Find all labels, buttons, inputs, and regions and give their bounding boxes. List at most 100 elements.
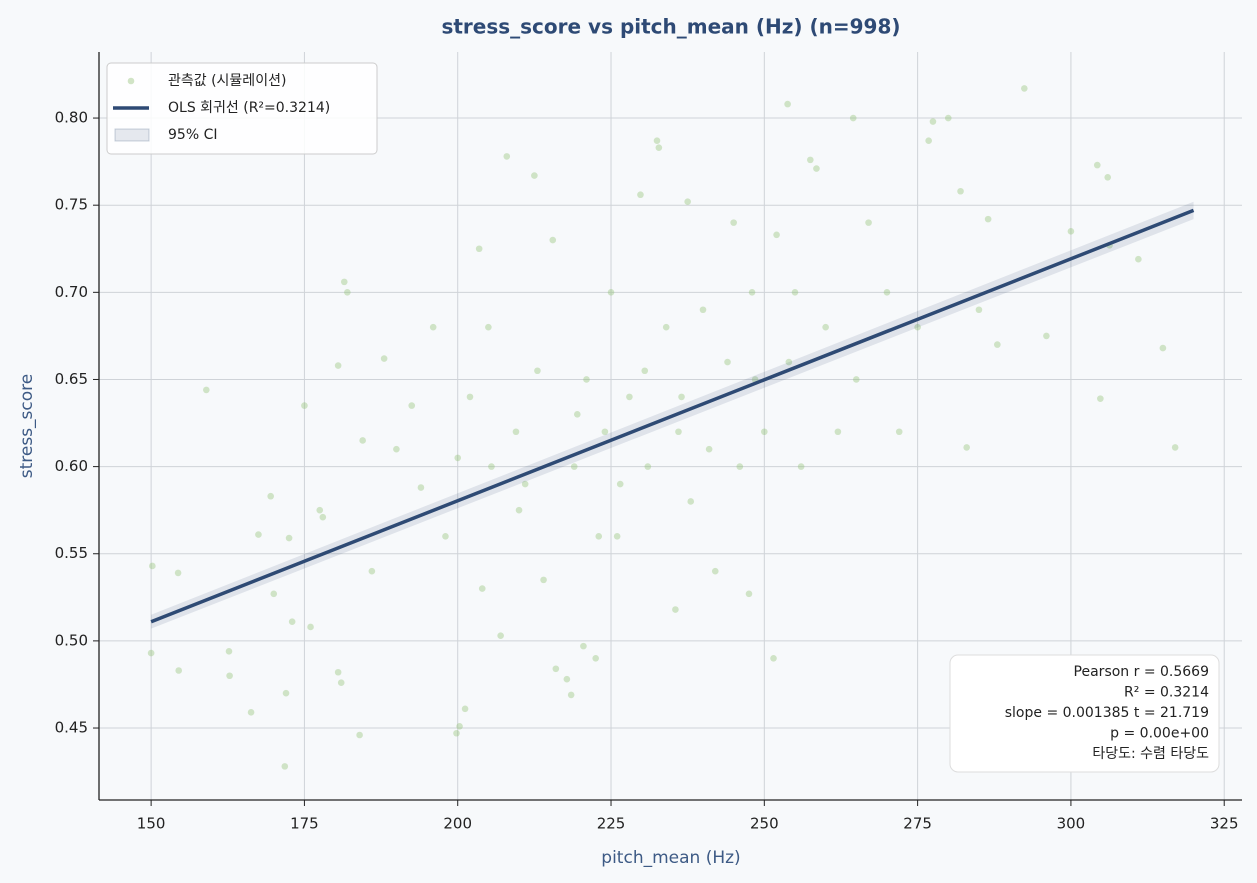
- x-tick-label: 175: [290, 815, 319, 833]
- point: [607, 289, 615, 296]
- point: [687, 498, 695, 505]
- point: [552, 665, 560, 673]
- x-tick-label: 325: [1210, 815, 1239, 833]
- point: [773, 231, 780, 239]
- point: [368, 567, 376, 575]
- point: [883, 289, 891, 296]
- stats-line: Pearson r = 0.5669: [1074, 664, 1209, 680]
- point: [1171, 444, 1179, 451]
- point: [316, 506, 324, 514]
- point: [408, 402, 416, 409]
- point: [512, 428, 520, 436]
- point: [785, 358, 793, 366]
- point: [807, 156, 814, 164]
- point: [247, 709, 255, 716]
- point: [531, 172, 538, 179]
- point: [834, 428, 842, 436]
- point: [429, 323, 437, 331]
- point: [475, 245, 483, 253]
- point: [563, 675, 571, 683]
- point: [285, 534, 293, 542]
- point: [791, 289, 799, 296]
- point: [748, 289, 756, 296]
- x-tick-label: 200: [443, 815, 472, 833]
- point: [711, 567, 719, 575]
- point: [417, 484, 425, 491]
- point: [270, 590, 278, 598]
- point: [705, 445, 713, 453]
- point: [1097, 395, 1104, 402]
- point: [975, 306, 983, 314]
- point: [745, 590, 753, 598]
- legend-marker: [127, 77, 135, 85]
- point: [1021, 85, 1028, 92]
- point: [461, 705, 469, 713]
- point: [925, 137, 932, 145]
- legend-marker: [114, 128, 150, 142]
- y-tick-label: 0.65: [55, 370, 88, 388]
- point: [592, 655, 599, 662]
- point: [784, 100, 791, 108]
- point: [393, 445, 400, 453]
- point: [282, 689, 290, 697]
- stats-line: R² = 0.3214: [1124, 685, 1209, 701]
- point: [225, 648, 233, 655]
- point: [822, 323, 829, 331]
- point: [340, 278, 348, 286]
- point: [174, 569, 182, 577]
- point: [653, 137, 661, 145]
- point: [359, 437, 366, 444]
- point: [770, 655, 777, 662]
- point: [1093, 161, 1101, 169]
- point: [453, 729, 460, 737]
- point: [994, 341, 1001, 348]
- point: [203, 386, 210, 394]
- point: [288, 618, 296, 626]
- point: [337, 679, 345, 687]
- point: [730, 219, 737, 226]
- point: [454, 454, 462, 462]
- point: [637, 191, 644, 199]
- point: [580, 642, 587, 650]
- point: [380, 355, 388, 362]
- point: [307, 623, 314, 631]
- point: [895, 428, 903, 436]
- point: [929, 118, 937, 125]
- point: [957, 187, 964, 195]
- y-tick-label: 0.50: [55, 631, 88, 649]
- point: [644, 463, 652, 470]
- point: [1067, 228, 1075, 235]
- point: [503, 153, 511, 160]
- y-tick-label: 0.75: [55, 196, 88, 214]
- legend-box: [106, 62, 378, 155]
- point: [149, 562, 156, 570]
- point: [601, 428, 609, 436]
- y-tick-label: 0.55: [55, 544, 88, 562]
- point: [672, 606, 679, 613]
- point: [944, 114, 952, 122]
- point: [616, 480, 624, 488]
- point: [570, 463, 578, 470]
- x-tick-label: 250: [750, 815, 779, 833]
- point: [442, 533, 449, 540]
- y-tick-label: 0.70: [55, 283, 88, 301]
- point: [852, 376, 860, 383]
- point: [175, 667, 183, 674]
- point: [226, 672, 233, 680]
- stats-line: p = 0.00e+00: [1110, 726, 1209, 742]
- point: [147, 649, 155, 657]
- y-tick-label: 0.60: [55, 457, 88, 475]
- point: [540, 576, 547, 584]
- point: [675, 428, 682, 436]
- point: [1043, 332, 1050, 340]
- x-tick-label: 225: [597, 815, 626, 833]
- point: [626, 393, 633, 401]
- point: [583, 376, 590, 383]
- point: [849, 114, 857, 122]
- x-tick-label: 275: [903, 815, 932, 833]
- x-tick-label: 300: [1057, 815, 1086, 833]
- point: [497, 632, 504, 639]
- point: [678, 393, 685, 401]
